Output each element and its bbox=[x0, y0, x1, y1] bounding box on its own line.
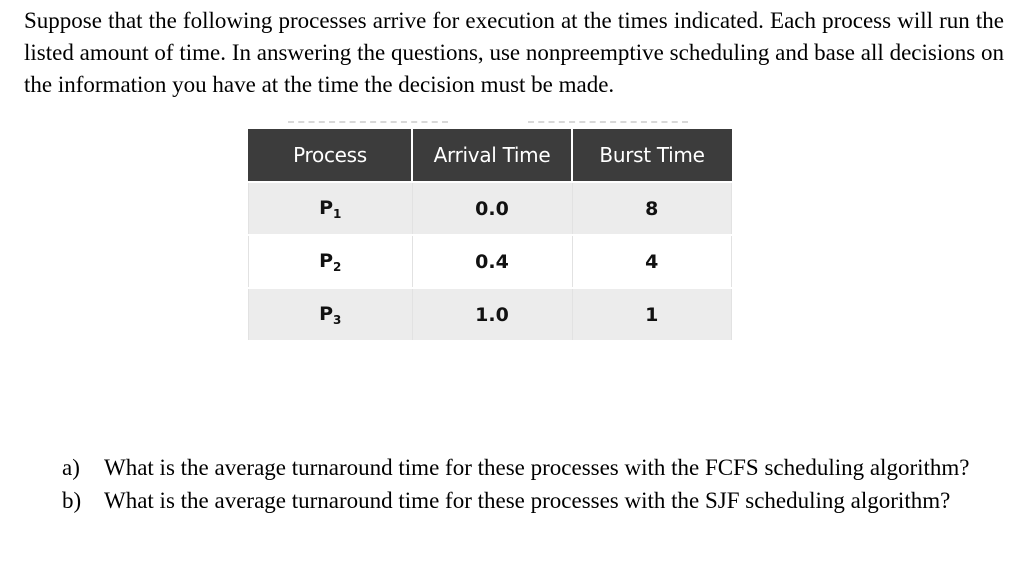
cell-arrival: 0.0 bbox=[411, 181, 573, 236]
cell-burst: 8 bbox=[571, 181, 732, 236]
table-header-row: Process Arrival Time Burst Time bbox=[248, 129, 732, 182]
question-list: a) What is the average turnaround time f… bbox=[62, 452, 994, 518]
question-item: a) What is the average turnaround time f… bbox=[62, 452, 994, 483]
header-burst-time: Burst Time bbox=[571, 129, 732, 182]
process-name: P bbox=[319, 302, 334, 325]
header-arrival-time: Arrival Time bbox=[411, 129, 573, 182]
process-subscript: 2 bbox=[333, 259, 342, 274]
question-marker: b) bbox=[62, 488, 82, 513]
header-process: Process bbox=[248, 129, 413, 182]
faint-divider bbox=[288, 121, 448, 125]
cell-process: P1 bbox=[248, 181, 413, 236]
question-text: What is the average turnaround time for … bbox=[104, 455, 970, 480]
question-text: What is the average turnaround time for … bbox=[104, 488, 951, 513]
process-name: P bbox=[319, 249, 334, 272]
table-row: P2 0.4 4 bbox=[248, 234, 732, 289]
process-subscript: 3 bbox=[333, 312, 342, 327]
cell-arrival: 0.4 bbox=[411, 234, 573, 289]
faint-divider bbox=[528, 121, 688, 125]
question-item: b) What is the average turnaround time f… bbox=[62, 485, 994, 516]
cell-process: P3 bbox=[248, 287, 413, 342]
process-subscript: 1 bbox=[333, 206, 342, 221]
cell-process: P2 bbox=[248, 234, 413, 289]
question-marker: a) bbox=[62, 455, 80, 480]
cell-arrival: 1.0 bbox=[411, 287, 573, 342]
table-row: P3 1.0 1 bbox=[248, 287, 732, 342]
problem-intro: Suppose that the following processes arr… bbox=[24, 8, 1004, 97]
table-row: P1 0.0 8 bbox=[248, 181, 732, 236]
cell-burst: 1 bbox=[571, 287, 732, 342]
process-table: Process Arrival Time Burst Time P1 0.0 8… bbox=[248, 129, 732, 342]
process-name: P bbox=[319, 196, 334, 219]
cell-burst: 4 bbox=[571, 234, 732, 289]
